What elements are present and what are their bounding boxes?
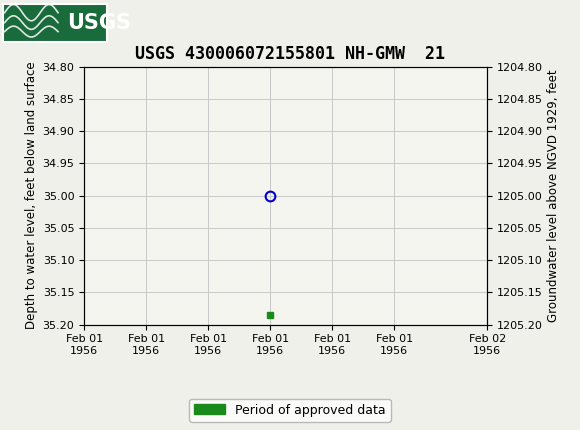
Legend: Period of approved data: Period of approved data xyxy=(189,399,391,421)
Y-axis label: Groundwater level above NGVD 1929, feet: Groundwater level above NGVD 1929, feet xyxy=(547,69,560,322)
Y-axis label: Depth to water level, feet below land surface: Depth to water level, feet below land su… xyxy=(26,62,38,329)
Text: USGS 430006072155801 NH-GMW  21: USGS 430006072155801 NH-GMW 21 xyxy=(135,45,445,63)
Text: USGS: USGS xyxy=(67,12,130,33)
FancyBboxPatch shape xyxy=(3,3,107,42)
